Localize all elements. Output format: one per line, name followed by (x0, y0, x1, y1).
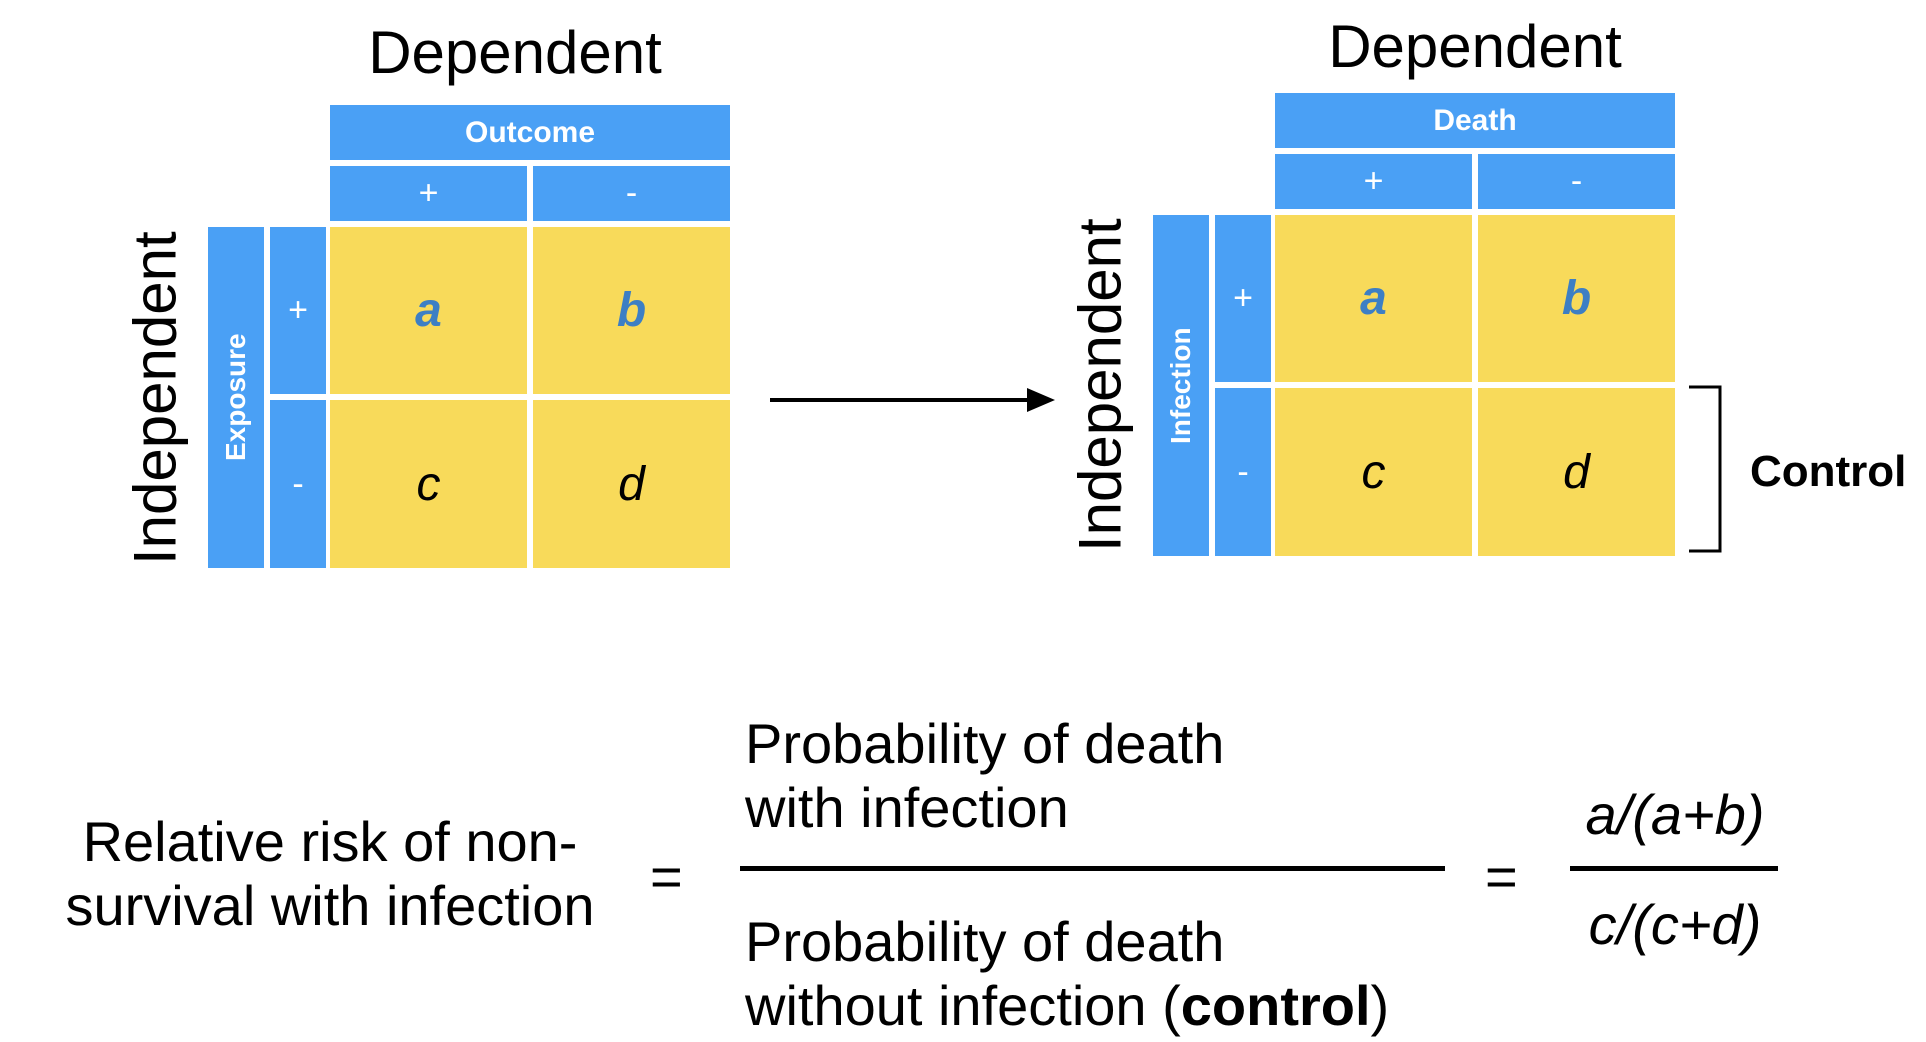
numerator-line2: with infection (745, 776, 1069, 839)
right-independent-label: Independent (1066, 218, 1134, 552)
left-col-plus: + (330, 166, 527, 221)
equals-sign-2: = (1485, 845, 1518, 908)
left-cell-a: a (330, 227, 527, 394)
right-row-header: Infection (1153, 215, 1209, 556)
right-row-minus: - (1215, 388, 1271, 556)
fraction-bar (740, 866, 1445, 871)
ratio-fraction-bar (1570, 866, 1778, 871)
denominator-line1: Probability of death (745, 910, 1225, 973)
relative-risk-label-line1: Relative risk of non- (82, 810, 578, 873)
left-cell-b: b (533, 227, 730, 394)
ratio-denominator: c/(c+d) (1588, 893, 1762, 956)
relative-risk-label: Relative risk of non- survival with infe… (30, 810, 630, 938)
denominator-line2-suffix: ) (1370, 974, 1390, 1037)
right-cell-c: c (1275, 388, 1472, 556)
relative-risk-label-line2: survival with infection (65, 874, 595, 937)
right-column-header: Death (1275, 93, 1675, 148)
left-col-minus: - (533, 166, 730, 221)
control-bracket-icon (1689, 385, 1722, 553)
denominator-control-word: control (1180, 974, 1371, 1037)
ratio-numerator: a/(a+b) (1585, 783, 1765, 846)
numerator-text: Probability of death with infection (745, 712, 1224, 840)
left-independent-label: Independent (121, 231, 189, 565)
left-cell-c: c (330, 400, 527, 568)
right-row-plus: + (1215, 215, 1271, 382)
left-column-header: Outcome (330, 105, 730, 160)
right-col-plus: + (1275, 154, 1472, 209)
left-dependent-label: Dependent (368, 19, 662, 86)
right-dependent-label: Dependent (1328, 13, 1622, 80)
left-row-header: Exposure (208, 227, 264, 568)
left-cell-d: d (533, 400, 730, 568)
denominator-line2-prefix: without infection ( (745, 974, 1181, 1037)
equals-sign: = (650, 845, 683, 908)
right-cell-a: a (1275, 215, 1472, 382)
numerator-line1: Probability of death (745, 712, 1225, 775)
right-col-minus: - (1478, 154, 1675, 209)
left-row-minus: - (270, 400, 326, 568)
right-arrow-icon (770, 388, 1055, 412)
denominator-text: Probability of death without infection (… (745, 910, 1389, 1038)
left-row-plus: + (270, 227, 326, 394)
right-cell-d: d (1478, 388, 1675, 556)
denominator-line2: without infection (control) (745, 974, 1389, 1038)
control-label: Control (1750, 447, 1907, 496)
right-cell-b: b (1478, 215, 1675, 382)
